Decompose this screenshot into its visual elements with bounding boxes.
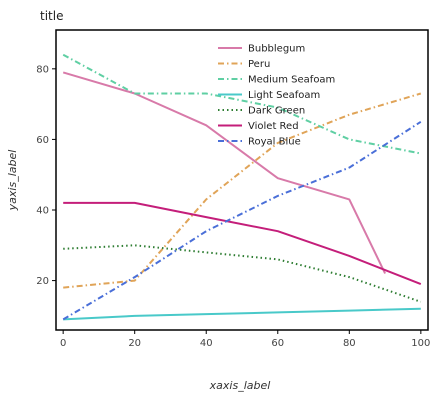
series-line-light-seafoam bbox=[63, 307, 421, 321]
legend-label-royal-blue: Royal Blue bbox=[248, 137, 301, 148]
y-tick-label: 20 bbox=[36, 276, 49, 287]
legend-label-dark-green: Dark Green bbox=[248, 106, 305, 117]
series-line-violet-red bbox=[63, 201, 422, 286]
series-line-bubblegum bbox=[62, 71, 387, 274]
series-line-dark-green bbox=[63, 244, 422, 303]
series-layer bbox=[62, 53, 422, 321]
x-tick-label: 40 bbox=[200, 338, 213, 349]
y-tick-label: 80 bbox=[36, 64, 49, 75]
chart-title: title bbox=[40, 9, 63, 23]
series-line-medium-seafoam bbox=[62, 53, 421, 155]
x-tick-label: 20 bbox=[128, 338, 141, 349]
legend: Bubblegum Peru Medium Seafoam Light Seafoam… bbox=[218, 44, 335, 148]
x-tick-label: 60 bbox=[271, 338, 284, 349]
legend-label-bubblegum: Bubblegum bbox=[248, 44, 305, 55]
legend-label-peru: Peru bbox=[248, 59, 270, 70]
y-tick-label: 40 bbox=[36, 206, 49, 217]
legend-label-medium-seafoam: Medium Seafoam bbox=[248, 75, 335, 86]
legend-label-violet-red: Violet Red bbox=[248, 121, 299, 132]
x-axis-title: xaxis_label bbox=[209, 379, 271, 392]
plot-frame bbox=[55, 29, 429, 331]
series-line-peru bbox=[63, 92, 422, 289]
x-tick-label: 100 bbox=[411, 338, 430, 349]
y-tick-label: 60 bbox=[36, 135, 49, 146]
y-axis-title: yaxis_label bbox=[6, 150, 19, 212]
x-tick-label: 80 bbox=[343, 338, 356, 349]
x-tick-label: 0 bbox=[60, 338, 66, 349]
legend-label-light-seafoam: Light Seafoam bbox=[248, 90, 320, 101]
axes: 0 20 40 60 80 100 20 40 60 80 bbox=[36, 29, 430, 349]
series-line-royal-blue bbox=[62, 120, 422, 321]
